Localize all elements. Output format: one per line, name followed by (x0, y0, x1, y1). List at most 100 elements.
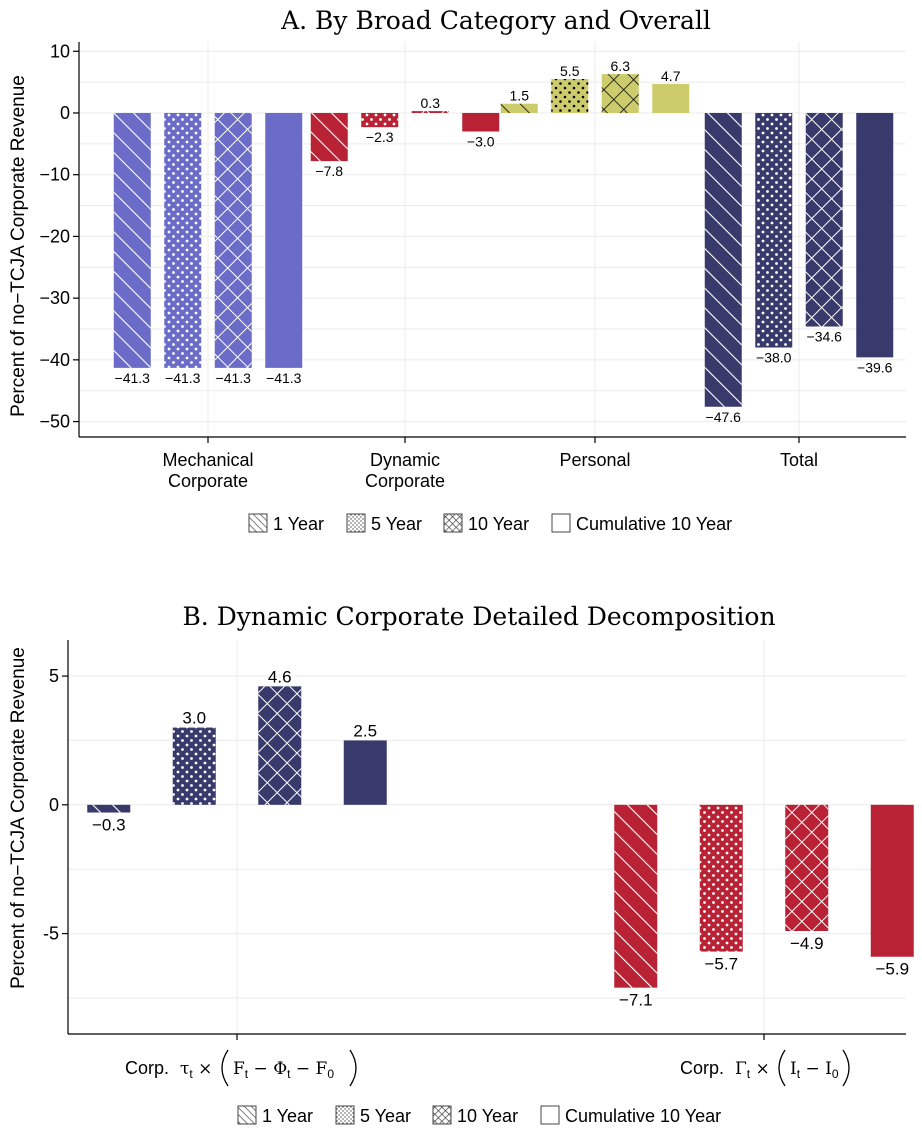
legend-b-key-10-year (432, 1105, 452, 1125)
y-tick-label: 0 (49, 795, 59, 815)
data-label: −41.3 (216, 370, 252, 386)
legend-b-label-10-year: 10 Year (457, 1106, 518, 1126)
bar-pattern-10-year (805, 112, 843, 327)
category-label: Personal (559, 450, 630, 470)
legend-b-key-5-year (335, 1105, 355, 1125)
data-label: −39.6 (857, 359, 893, 375)
legend-label-cumulative-10-year: Cumulative 10 Year (576, 514, 732, 534)
bar-pattern-10-year (258, 686, 302, 805)
category-label: Corporate (365, 471, 445, 491)
panel-a: A. By Broad Category and Overall Percent… (8, 6, 906, 534)
data-label: 1.5 (510, 88, 530, 104)
bar-pattern-10-year (214, 112, 252, 368)
bar-cumulative-10-year (652, 83, 690, 113)
y-tick-label: −40 (39, 350, 70, 370)
data-label: 2.5 (353, 721, 377, 740)
category-1-formula-left: τt × (180, 1059, 212, 1081)
category-1-formula-inner: Ft − Φt − F0 (233, 1059, 334, 1081)
legend-b-label-1-year: 1 Year (262, 1106, 313, 1126)
panel-a-title: A. By Broad Category and Overall (280, 6, 711, 35)
panel-a-y-ticks: 10 0 −10 −20 −30 −40 −50 (39, 41, 79, 432)
data-label: 3.0 (182, 709, 206, 728)
legend-label-10-year: 10 Year (468, 514, 529, 534)
bar-cumulative-10-year (870, 804, 914, 957)
bar-pattern-1-year (113, 112, 151, 368)
data-label: −5.9 (875, 960, 909, 979)
data-label: −7.8 (315, 163, 343, 179)
bar-pattern-1-year (87, 804, 131, 813)
category-label: Mechanical (162, 450, 253, 470)
y-tick-label: −10 (39, 165, 70, 185)
data-label: −7.1 (619, 991, 653, 1010)
y-tick-label: −30 (39, 288, 70, 308)
legend-b-label-5-year: 5 Year (360, 1106, 411, 1126)
panel-a-bars: −41.3 −41.3 −41.3 −41.3 −7.8 −2.3 0.3 −3.0 1.5 5.… (113, 58, 894, 425)
category-1-paren-right (349, 1049, 357, 1087)
bar-cumulative-10-year (462, 112, 500, 132)
y-tick-label: 0 (60, 103, 70, 123)
y-tick-label: -5 (43, 924, 59, 944)
data-label: −47.6 (706, 409, 742, 425)
data-label: −41.3 (165, 370, 201, 386)
data-label: 4.6 (268, 667, 292, 686)
bar-pattern-1-year (704, 112, 742, 407)
data-label: −38.0 (756, 350, 792, 366)
panel-b: B. Dynamic Corporate Detailed Decomposit… (8, 602, 914, 1126)
data-label: 0.3 (421, 95, 441, 111)
data-label: 5.5 (560, 63, 580, 79)
legend-label-1-year: 1 Year (273, 514, 324, 534)
bar-pattern-5-year (755, 112, 793, 348)
data-label: −0.3 (92, 816, 126, 835)
panel-b-y-ticks: 5 0 -5 (43, 666, 68, 944)
panel-b-gridlines (68, 640, 906, 1034)
data-label: −2.3 (366, 129, 394, 145)
category-label: Corporate (168, 471, 248, 491)
y-tick-label: −20 (39, 226, 70, 246)
bar-pattern-10-year (411, 111, 449, 113)
category-1-prefix: Corp. (125, 1058, 169, 1078)
panel-b-title: B. Dynamic Corporate Detailed Decomposit… (182, 602, 775, 631)
category-2-paren-left (778, 1049, 786, 1087)
legend-b-key-cumulative-10-year (540, 1105, 560, 1125)
bar-pattern-10-year (601, 74, 639, 113)
category-2-formula-inner: It − I0 (790, 1059, 839, 1081)
panel-b-y-axis-label: Percent of no−TCJA Corporate Revenue (8, 647, 29, 989)
category-2-prefix: Corp. (680, 1058, 724, 1078)
category-2-formula-left: Γt × (735, 1059, 770, 1081)
data-label: 6.3 (611, 58, 631, 74)
legend-key-5-year (346, 513, 366, 533)
bar-pattern-1-year (500, 103, 538, 113)
legend-key-10-year (443, 513, 463, 533)
data-label: −3.0 (467, 133, 495, 149)
bar-pattern-5-year (551, 79, 589, 113)
category-label: Dynamic (370, 450, 440, 470)
y-tick-label: 5 (49, 666, 59, 686)
legend-key-cumulative-10-year (551, 513, 571, 533)
panel-b-legend: 1 Year 5 Year 10 Year Cumulative 10 Year (237, 1105, 721, 1126)
legend-label-5-year: 5 Year (371, 514, 422, 534)
legend-key-1-year (248, 513, 268, 533)
category-2-paren-right (842, 1049, 850, 1087)
bar-cumulative-10-year (343, 740, 387, 805)
panel-a-y-axis-label: Percent of no−TCJA Corporate Revenue (8, 75, 29, 417)
y-tick-label: 10 (50, 41, 70, 61)
data-label: −41.3 (115, 370, 151, 386)
bar-pattern-1-year (614, 804, 658, 988)
data-label: 4.7 (661, 68, 681, 84)
bar-pattern-5-year (164, 112, 202, 368)
bar-pattern-1-year (310, 112, 348, 162)
bar-pattern-5-year (172, 727, 216, 805)
category-1-paren-left (221, 1049, 229, 1087)
panel-a-category-labels: MechanicalCorporateDynamicCorporatePerso… (162, 437, 818, 491)
bar-pattern-10-year (785, 804, 829, 931)
bar-cumulative-10-year (265, 112, 303, 368)
bar-pattern-5-year (361, 112, 399, 128)
data-label: −4.9 (790, 934, 824, 953)
bar-cumulative-10-year (856, 112, 894, 358)
panel-b-category-label-1: Corp. τt × Ft − Φt − F0 (125, 1034, 357, 1087)
legend-b-key-1-year (237, 1105, 257, 1125)
panel-b-category-label-2: Corp. Γt × It − I0 (680, 1034, 850, 1087)
data-label: −41.3 (266, 370, 302, 386)
